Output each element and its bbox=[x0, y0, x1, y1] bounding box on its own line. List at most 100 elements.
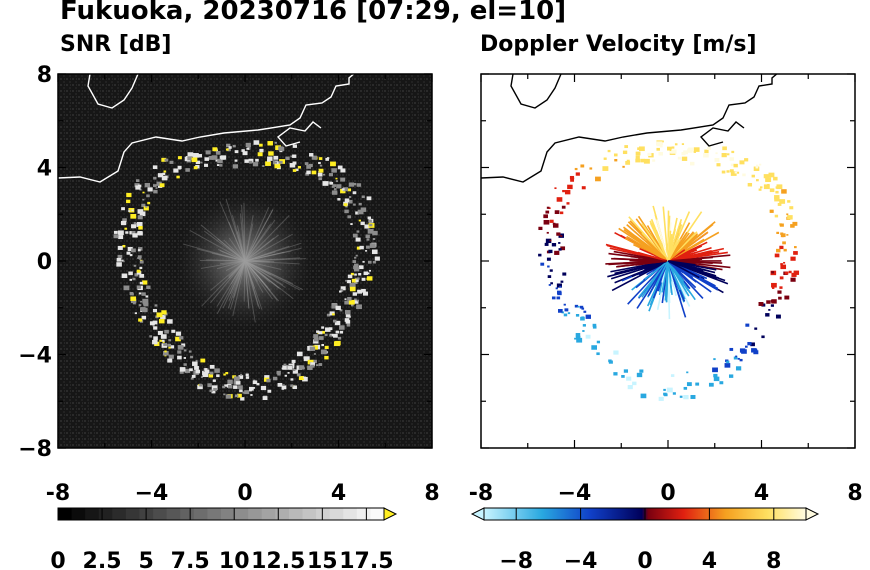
snr-echo-cell bbox=[296, 351, 303, 357]
snr-clutter-streak bbox=[222, 260, 246, 309]
snr-clutter-streak bbox=[244, 234, 279, 262]
snr-echo-cell bbox=[179, 367, 186, 372]
snr-ytick-label: 0 bbox=[37, 250, 52, 275]
velocity-echo-cell bbox=[779, 286, 783, 289]
snr-clutter-streak bbox=[244, 250, 292, 262]
velocity-echo-cell bbox=[726, 170, 730, 173]
velocity-echo-cell bbox=[776, 248, 781, 253]
velocity-echo-cell bbox=[589, 167, 593, 170]
snr-echo-cell bbox=[135, 185, 141, 190]
snr-echo-cell bbox=[365, 245, 370, 249]
velocity-echo-cell bbox=[562, 189, 565, 193]
snr-echo-cell bbox=[335, 177, 338, 180]
snr-echo-cell bbox=[138, 304, 142, 307]
snr-xtick-label: 8 bbox=[424, 481, 439, 506]
snr-echo-cell bbox=[368, 269, 372, 272]
velocity-echo-cell bbox=[621, 375, 625, 378]
snr-clutter-streak bbox=[244, 260, 282, 270]
snr-clutter-streak bbox=[237, 231, 246, 262]
snr-echo-cell bbox=[366, 196, 372, 201]
snr-echo-cell bbox=[353, 263, 359, 268]
velocity-echo-cell bbox=[557, 291, 562, 296]
snr-echo-cell bbox=[117, 230, 124, 236]
snr-echo-cell bbox=[141, 203, 146, 207]
snr-echo-cell bbox=[126, 251, 131, 255]
velocity-echo-cell bbox=[560, 211, 564, 215]
velocity-panel: -8 −4 0 4 8 bbox=[469, 73, 863, 506]
snr-clutter-streak bbox=[241, 204, 246, 262]
velocity-echo-cell bbox=[744, 345, 748, 348]
snr-clutter-streak bbox=[244, 245, 290, 262]
snr-echo-cell bbox=[136, 270, 142, 275]
velocity-echo-cell bbox=[635, 158, 641, 163]
velocity-echo-cell bbox=[624, 145, 629, 149]
snr-echo-cell bbox=[136, 222, 143, 227]
snr-echo-cell bbox=[339, 325, 345, 330]
snr-echo-cell bbox=[173, 168, 179, 173]
velocity-echo-cell bbox=[547, 265, 550, 268]
snr-echo-cell bbox=[244, 390, 250, 395]
velocity-colorbar: −8 −4 0 4 8 bbox=[470, 507, 820, 570]
velocity-echo-cell bbox=[538, 226, 543, 231]
snr-colorbar-step bbox=[166, 508, 181, 520]
snr-echo-cell bbox=[137, 209, 144, 214]
snr-echo-cell bbox=[372, 230, 378, 236]
snr-clutter-streak bbox=[244, 260, 271, 283]
snr-echo-cell bbox=[164, 158, 169, 162]
snr-echo-cell bbox=[177, 156, 182, 160]
snr-echo-cell bbox=[340, 289, 344, 292]
velocity-echo-cell bbox=[671, 149, 677, 154]
velocity-echo-cell bbox=[596, 340, 601, 344]
snr-clutter-streak bbox=[219, 250, 246, 262]
snr-echo-cell bbox=[139, 266, 143, 270]
velocity-echo-cell bbox=[562, 272, 567, 276]
snr-echo-cell bbox=[232, 164, 239, 169]
velocity-echo-cell bbox=[714, 157, 720, 162]
snr-echo-cell bbox=[142, 191, 145, 194]
velocity-echo-cell bbox=[603, 157, 607, 160]
snr-echo-cell bbox=[322, 181, 329, 186]
snr-echo-cell bbox=[137, 249, 141, 252]
snr-clutter-streak bbox=[244, 260, 271, 291]
velocity-echo-cell bbox=[793, 270, 800, 275]
snr-echo-cell bbox=[331, 190, 338, 195]
snr-echo-cell bbox=[340, 177, 346, 182]
snr-echo-cell bbox=[333, 341, 340, 347]
snr-echo-cell bbox=[306, 170, 311, 175]
snr-echo-cell bbox=[355, 254, 358, 257]
snr-echo-cell bbox=[168, 339, 172, 342]
snr-echo-cell bbox=[267, 141, 273, 146]
snr-echo-cell bbox=[159, 339, 163, 342]
snr-clutter-streak bbox=[201, 260, 246, 307]
velocity-echo-cell bbox=[564, 190, 571, 195]
snr-echo-cell bbox=[309, 153, 314, 157]
snr-echo-cell bbox=[357, 209, 364, 215]
snr-echo-cell bbox=[144, 182, 151, 188]
velocity-echo-cell bbox=[783, 261, 786, 264]
velocity-echo-cell bbox=[658, 396, 664, 401]
velocity-fan-ray bbox=[667, 231, 695, 262]
snr-echo-cell bbox=[290, 384, 294, 387]
snr-echo-cell bbox=[162, 172, 166, 176]
velocity-echo-cell bbox=[636, 372, 643, 378]
snr-echo-cell bbox=[156, 312, 163, 318]
snr-echo-cell bbox=[311, 155, 317, 160]
snr-clutter-streak bbox=[244, 251, 276, 262]
snr-echo-cell bbox=[344, 300, 350, 305]
snr-echo-cell bbox=[362, 260, 365, 263]
snr-echo-cell bbox=[354, 273, 357, 276]
velocity-echo-cell bbox=[639, 146, 645, 152]
snr-echo-cell bbox=[339, 290, 342, 293]
velocity-echo-cell bbox=[726, 153, 730, 156]
velocity-colorbar-extend-min bbox=[470, 507, 485, 521]
snr-echo-cell bbox=[117, 245, 123, 250]
snr-colorbar-step bbox=[343, 508, 358, 520]
velocity-echo-cell bbox=[747, 341, 752, 346]
snr-echo-cell bbox=[199, 383, 203, 387]
snr-colorbar-step bbox=[234, 508, 249, 520]
snr-echo-cell bbox=[262, 165, 265, 167]
snr-clutter-streak bbox=[244, 260, 264, 293]
snr-echo-cell bbox=[202, 372, 209, 378]
velocity-echo-cell bbox=[561, 311, 564, 314]
snr-clutter-streak bbox=[244, 260, 281, 290]
